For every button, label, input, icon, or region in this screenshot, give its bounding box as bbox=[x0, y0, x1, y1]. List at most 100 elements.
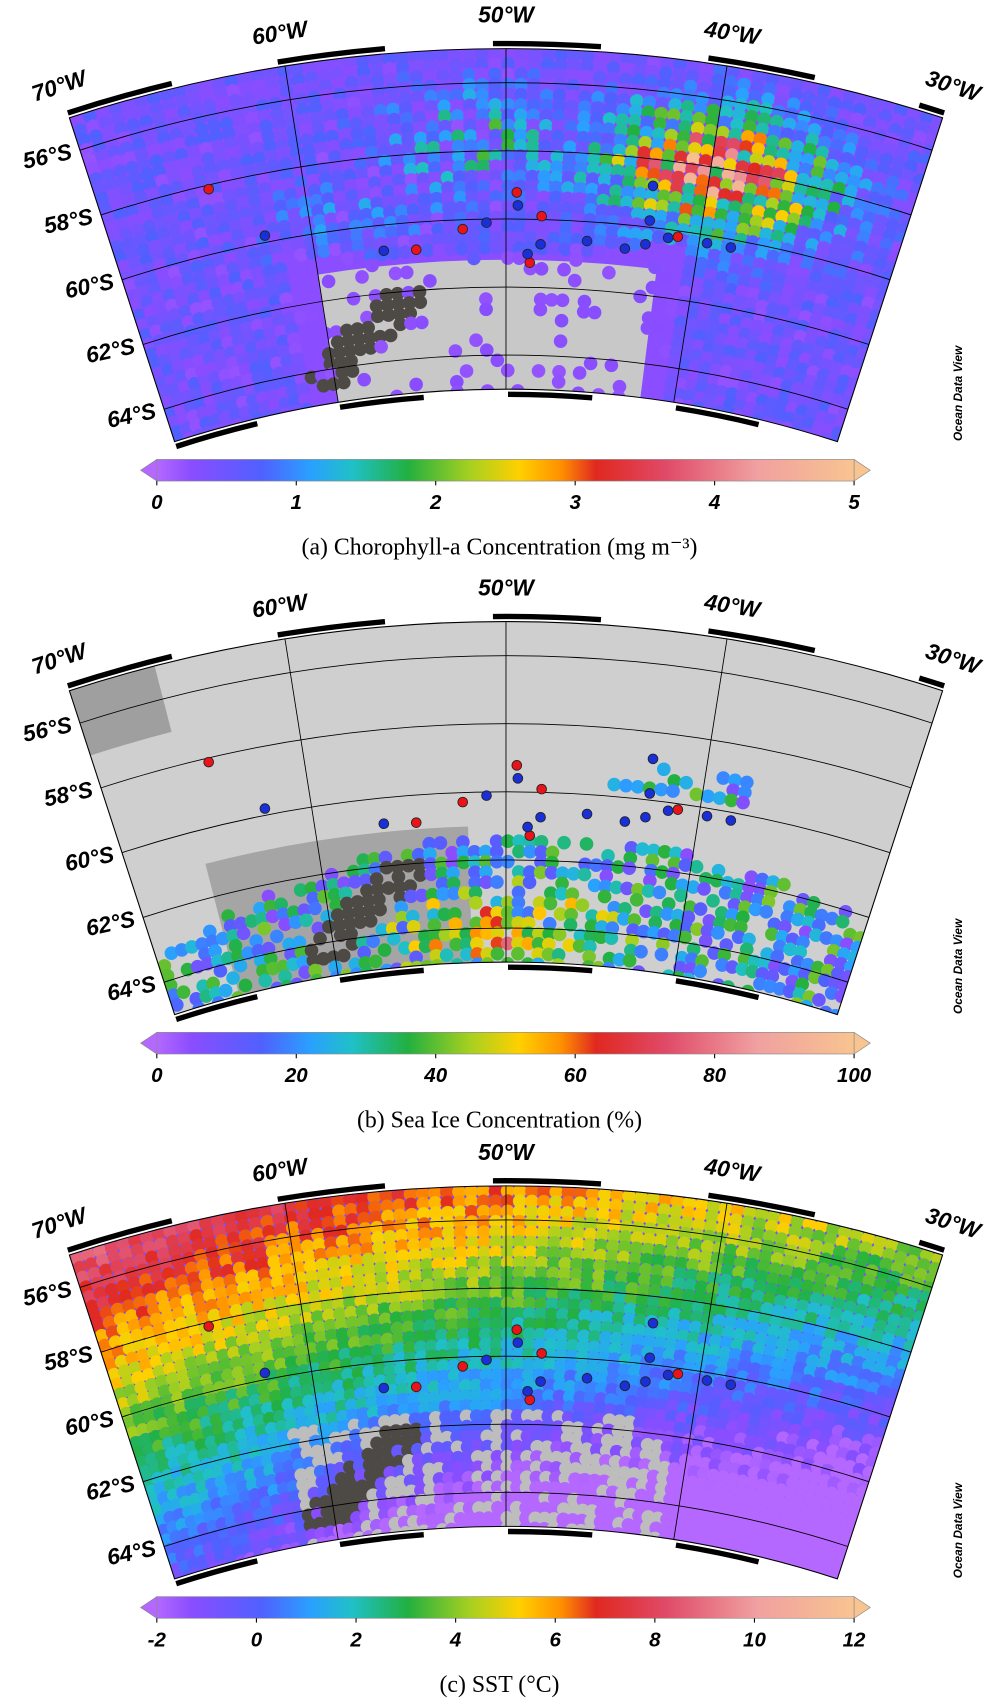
pixel bbox=[660, 56, 674, 70]
pixel bbox=[693, 1207, 707, 1222]
pixel bbox=[501, 118, 515, 133]
pixel bbox=[338, 231, 353, 245]
pixel bbox=[449, 375, 464, 389]
pixel bbox=[674, 150, 688, 165]
pixel bbox=[490, 1449, 505, 1464]
pixel bbox=[392, 880, 407, 894]
pixel bbox=[244, 914, 259, 928]
pixel bbox=[346, 1408, 360, 1423]
pixel bbox=[488, 1185, 503, 1198]
pixel bbox=[379, 860, 394, 875]
pixel bbox=[678, 1226, 693, 1241]
pixel bbox=[611, 1311, 626, 1326]
pixel bbox=[437, 1379, 452, 1394]
pixel bbox=[525, 179, 539, 194]
pixel bbox=[246, 1206, 261, 1221]
pixel bbox=[382, 51, 396, 66]
pixel bbox=[308, 1207, 322, 1222]
pixel bbox=[254, 161, 269, 176]
pixel bbox=[408, 1412, 423, 1426]
pixel bbox=[551, 129, 565, 144]
pixel bbox=[542, 1389, 556, 1403]
pixel bbox=[731, 930, 746, 944]
pixel bbox=[447, 1358, 461, 1373]
pixel bbox=[685, 162, 699, 176]
pixel bbox=[620, 1528, 635, 1542]
pixel bbox=[531, 937, 546, 951]
pixel bbox=[529, 1491, 543, 1505]
pixel bbox=[672, 325, 687, 340]
pixel bbox=[678, 120, 693, 134]
pixel bbox=[667, 929, 682, 943]
pixel bbox=[448, 917, 463, 931]
pixel bbox=[386, 1393, 401, 1408]
pixel bbox=[541, 1399, 556, 1414]
pixel bbox=[248, 1217, 263, 1231]
parallel bbox=[163, 927, 849, 983]
pixel bbox=[604, 358, 619, 373]
pixel bbox=[395, 214, 410, 229]
pixel bbox=[304, 370, 319, 385]
pixel bbox=[718, 1201, 733, 1216]
pixel bbox=[709, 1334, 723, 1349]
pixel bbox=[528, 1501, 543, 1515]
pixel bbox=[440, 170, 455, 185]
pixel bbox=[558, 1257, 573, 1271]
pixel bbox=[567, 273, 582, 288]
pixel bbox=[668, 1214, 682, 1229]
pixel bbox=[551, 119, 566, 134]
pixel bbox=[664, 221, 679, 236]
pixel bbox=[440, 1205, 455, 1220]
pixel bbox=[612, 1414, 627, 1429]
pixel bbox=[313, 1247, 328, 1262]
station bbox=[481, 790, 492, 801]
pixel bbox=[317, 1350, 331, 1365]
pixel bbox=[382, 1353, 397, 1367]
pixel bbox=[683, 327, 697, 342]
pixel bbox=[381, 1209, 395, 1224]
pixel bbox=[564, 907, 578, 922]
pixel bbox=[438, 119, 452, 134]
pixel bbox=[715, 270, 729, 285]
pixel bbox=[261, 129, 276, 144]
pixel bbox=[591, 961, 606, 975]
pixel bbox=[470, 936, 484, 951]
station bbox=[511, 187, 523, 198]
pixel bbox=[643, 1325, 658, 1339]
pixel bbox=[737, 150, 752, 164]
pixel bbox=[512, 1255, 526, 1270]
pixel bbox=[352, 1376, 367, 1391]
pixel bbox=[405, 909, 420, 924]
pixel bbox=[544, 1328, 558, 1342]
pixel bbox=[467, 1307, 482, 1321]
map-frame bbox=[68, 48, 944, 443]
pixel bbox=[610, 1188, 624, 1203]
pixel bbox=[686, 307, 701, 321]
pixel bbox=[360, 218, 375, 232]
pixel bbox=[331, 1297, 346, 1311]
pixel bbox=[315, 151, 330, 166]
pixel bbox=[478, 1317, 493, 1331]
pixel bbox=[706, 321, 720, 335]
pixel bbox=[488, 48, 502, 61]
pixel bbox=[500, 1235, 515, 1249]
pixel bbox=[348, 1243, 363, 1258]
colorbar-tick-label: 2 bbox=[429, 491, 442, 514]
pixel bbox=[594, 50, 608, 64]
station bbox=[535, 811, 546, 823]
pixel bbox=[565, 89, 580, 104]
pixel bbox=[554, 58, 568, 72]
pixel bbox=[765, 927, 779, 942]
pixel bbox=[545, 1297, 560, 1311]
pixel bbox=[250, 69, 265, 83]
pixel bbox=[322, 202, 337, 216]
pixel bbox=[478, 1337, 493, 1352]
pixel bbox=[441, 1226, 456, 1240]
pixel bbox=[666, 366, 680, 380]
pixel bbox=[471, 1460, 485, 1474]
pixel bbox=[512, 1204, 527, 1219]
pixel bbox=[661, 396, 676, 411]
pixel bbox=[399, 111, 414, 126]
pixel bbox=[537, 1194, 551, 1209]
pixel bbox=[489, 1245, 503, 1260]
